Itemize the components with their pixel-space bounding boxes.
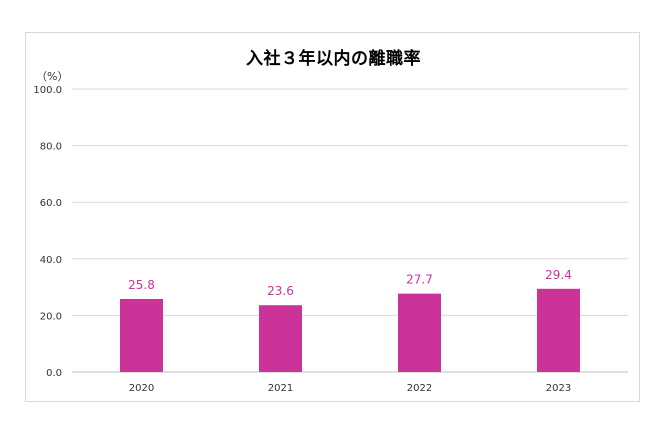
y-tick-label: 0.0	[46, 368, 62, 379]
y-tick-label: 60.0	[40, 198, 62, 209]
x-tick-label: 2022	[407, 383, 432, 394]
chart-title: 入社３年以内の離職率	[246, 49, 421, 69]
bar	[537, 288, 580, 372]
data-label: 23.6	[267, 284, 294, 298]
bar	[259, 305, 302, 372]
y-tick-label: 40.0	[40, 255, 62, 266]
y-tick-label: 80.0	[40, 142, 62, 153]
y-tick-label: 20.0	[40, 311, 62, 322]
y-tick-label: 100.0	[33, 85, 62, 96]
bar	[398, 293, 441, 372]
x-tick-label: 2021	[268, 383, 293, 394]
data-label: 29.4	[545, 268, 572, 282]
y-axis-unit-label: （%）	[36, 70, 69, 83]
data-label: 27.7	[406, 273, 433, 287]
bar	[120, 298, 163, 372]
x-tick-label: 2020	[129, 383, 154, 394]
x-tick-label: 2023	[546, 383, 571, 394]
data-label: 25.8	[128, 278, 155, 292]
